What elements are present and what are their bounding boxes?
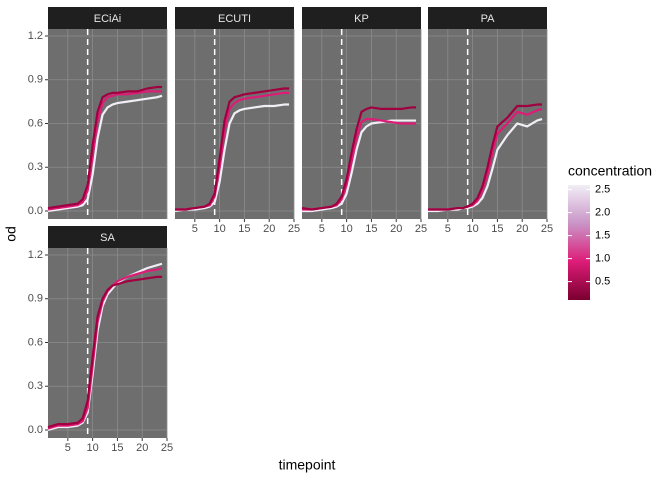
series-line [428, 103, 543, 211]
y-tick-label: 0.0 [28, 424, 43, 436]
series-line [175, 87, 290, 211]
x-tick-label: 10 [214, 223, 226, 235]
x-tick-label: 10 [341, 223, 353, 235]
y-tick-label: 0.3 [28, 161, 43, 173]
panel [48, 29, 167, 219]
strip [175, 7, 294, 29]
strip-label: ECiAi [94, 13, 122, 25]
strip-label: SA [100, 232, 115, 244]
y-axis-label: od [3, 226, 19, 242]
x-tick-label: 25 [161, 442, 173, 454]
x-tick-label: 15 [365, 223, 377, 235]
y-tick-label: 0.0 [28, 205, 43, 217]
x-tick-label: 15 [238, 223, 250, 235]
y-tick-label: 0.6 [28, 117, 43, 129]
series-line [47, 90, 163, 211]
strip-label: ECUTI [218, 13, 251, 25]
series-line [174, 103, 290, 213]
strip [48, 7, 167, 29]
color-bar [568, 185, 590, 300]
legend-label: 2.0 [595, 207, 610, 219]
panel [48, 248, 167, 438]
y-tick-label: 1.2 [28, 249, 43, 261]
x-tick-label: 5 [445, 223, 451, 235]
legend-label: 0.5 [595, 276, 610, 288]
legend-title: concentration [568, 163, 652, 179]
series-line [301, 106, 417, 211]
x-tick-label: 10 [87, 442, 99, 454]
x-tick-label: 20 [136, 442, 148, 454]
strip-label: KP [354, 13, 369, 25]
x-tick-label: 5 [65, 442, 71, 454]
x-tick-label: 5 [319, 223, 325, 235]
series-line [47, 94, 163, 213]
x-tick-label: 20 [390, 223, 402, 235]
y-tick-label: 0.9 [28, 74, 43, 86]
strip [428, 7, 547, 29]
panel [175, 29, 294, 219]
legend-label: 1.5 [595, 230, 610, 242]
x-tick-label: 15 [491, 223, 503, 235]
x-tick-label: 20 [516, 223, 528, 235]
strip-label: PA [481, 13, 496, 25]
series-line [47, 85, 163, 210]
strip [48, 226, 167, 248]
legend-label: 1.0 [595, 253, 610, 265]
strip [302, 7, 421, 29]
x-tick-label: 25 [415, 223, 427, 235]
legend-label: 2.5 [595, 184, 610, 196]
x-tick-label: 25 [541, 223, 553, 235]
x-axis-label: timepoint [279, 457, 336, 473]
x-tick-label: 5 [192, 223, 198, 235]
y-tick-label: 1.2 [28, 30, 43, 42]
x-tick-label: 25 [288, 223, 300, 235]
y-tick-label: 0.6 [28, 336, 43, 348]
y-tick-label: 0.3 [28, 380, 43, 392]
x-tick-label: 20 [263, 223, 275, 235]
series-line [47, 275, 163, 429]
x-tick-label: 10 [467, 223, 479, 235]
series-line [302, 119, 417, 213]
y-tick-label: 0.9 [28, 293, 43, 305]
x-tick-label: 15 [111, 442, 123, 454]
